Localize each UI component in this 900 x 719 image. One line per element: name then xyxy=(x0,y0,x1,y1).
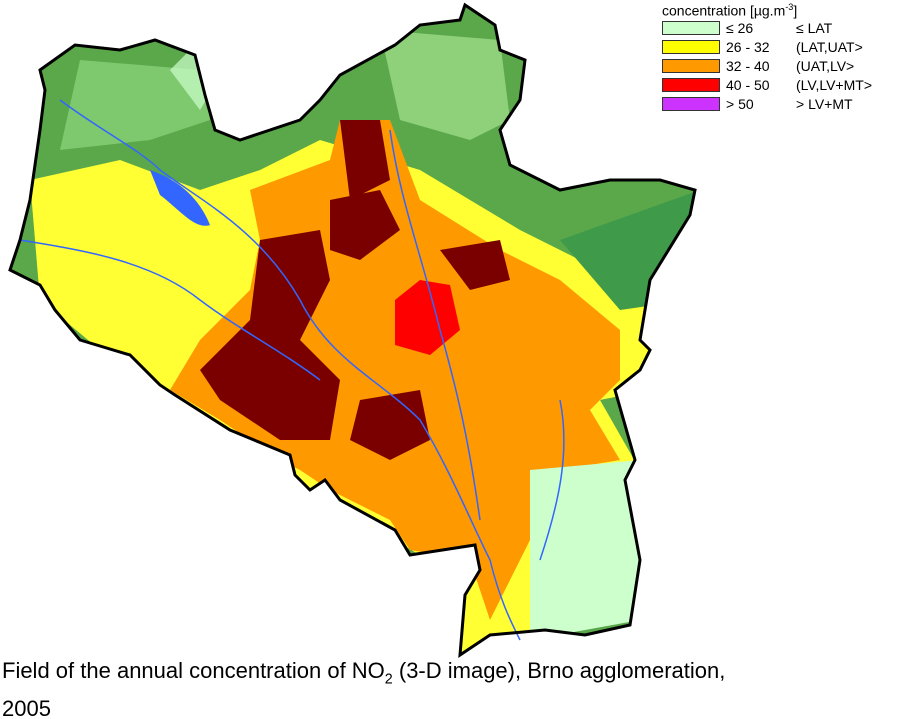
legend-title: concentration [µg.m-3] xyxy=(662,2,872,19)
legend-item: 32 - 40 (UAT,LV> xyxy=(662,57,872,76)
concentration-field xyxy=(10,5,695,655)
legend-title-text: concentration [µg.m xyxy=(662,2,786,19)
legend-range: ≤ 26 xyxy=(726,20,754,37)
legend-label: ≤ LAT xyxy=(796,20,833,37)
legend-item: 26 - 32 (LAT,UAT> xyxy=(662,38,872,57)
legend-rows: ≤ 26 ≤ LAT 26 - 32 (LAT,UAT> 32 - 40 (UAT,LV>… xyxy=(662,19,872,114)
legend-title-exponent: -3 xyxy=(785,2,794,12)
legend-range: > 50 xyxy=(726,96,754,113)
caption-year: 2005 xyxy=(2,696,51,719)
legend-swatch xyxy=(662,78,720,93)
caption-subscript: 2 xyxy=(384,671,393,688)
caption: Field of the annual concentration of NO2… xyxy=(2,656,725,719)
legend-item: ≤ 26 ≤ LAT xyxy=(662,19,872,38)
legend-item: 40 - 50 (LV,LV+MT> xyxy=(662,76,872,95)
legend-label: (LV,LV+MT> xyxy=(796,77,873,94)
rivers xyxy=(19,99,565,641)
legend-swatch xyxy=(662,21,720,36)
legend: concentration [µg.m-3] ≤ 26 ≤ LAT 26 - 32 (… xyxy=(662,2,872,114)
lake xyxy=(150,170,210,226)
caption-text: (3-D image), Brno agglomeration, xyxy=(392,658,726,683)
legend-swatch xyxy=(662,40,720,55)
legend-swatch xyxy=(662,97,720,112)
legend-swatch xyxy=(662,59,720,74)
legend-title-end: ] xyxy=(793,2,798,19)
legend-label: (UAT,LV> xyxy=(796,58,855,75)
legend-range: 26 - 32 xyxy=(726,39,770,56)
caption-text: Field of the annual concentration of NO xyxy=(2,658,385,683)
legend-range: 40 - 50 xyxy=(726,77,770,94)
legend-item: > 50 > LV+MT xyxy=(662,95,872,114)
legend-label: (LAT,UAT> xyxy=(796,39,863,56)
legend-label: > LV+MT xyxy=(796,96,853,113)
legend-range: 32 - 40 xyxy=(726,58,770,75)
